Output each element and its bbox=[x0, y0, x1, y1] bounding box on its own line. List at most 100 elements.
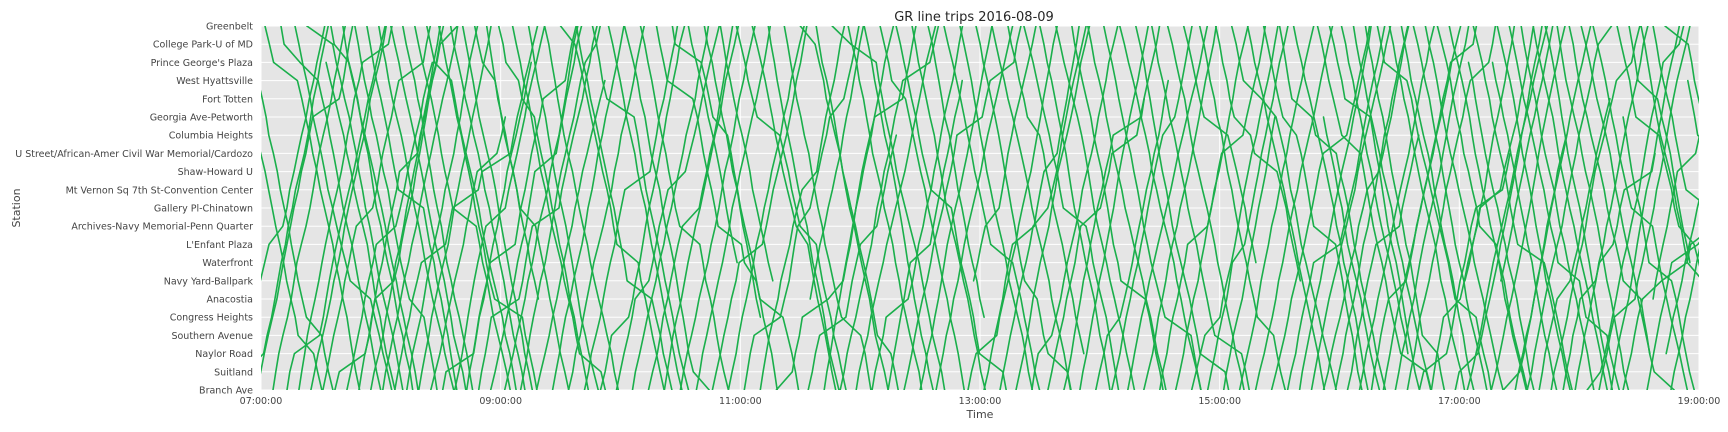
trip-line bbox=[743, 26, 860, 390]
trip-line bbox=[567, 26, 646, 390]
trip-line bbox=[583, 26, 679, 390]
trip-line bbox=[575, 26, 673, 390]
trip-line bbox=[1652, 134, 1699, 300]
trip-line bbox=[1406, 26, 1497, 390]
trip-line bbox=[655, 26, 779, 390]
trip-line bbox=[1270, 26, 1371, 390]
y-tick-label: Fort Totten bbox=[202, 94, 253, 105]
trip-line bbox=[1358, 26, 1435, 390]
y-tick-label: West Hyattsville bbox=[176, 76, 253, 87]
trip-line bbox=[809, 26, 865, 300]
trip-line bbox=[1007, 26, 1085, 355]
trip-line bbox=[1376, 26, 1492, 390]
chart-title: GR line trips 2016-08-09 bbox=[894, 10, 1054, 25]
trip-line bbox=[437, 26, 538, 390]
trip-line bbox=[1640, 26, 1699, 278]
y-tick-label: Naylor Road bbox=[195, 349, 253, 360]
trip-line bbox=[823, 26, 895, 390]
trip-line bbox=[1047, 26, 1161, 390]
trip-line bbox=[1382, 26, 1462, 390]
trip-line bbox=[935, 26, 1014, 390]
trip-line bbox=[1316, 26, 1432, 390]
trip-line bbox=[1352, 26, 1432, 390]
trip-line bbox=[839, 26, 940, 390]
trip-line bbox=[1063, 98, 1145, 390]
y-tick-label: Branch Ave bbox=[199, 386, 253, 397]
trip-line bbox=[807, 134, 898, 390]
trip-line bbox=[1664, 26, 1699, 105]
trip-line bbox=[286, 26, 386, 390]
trip-line bbox=[972, 26, 1037, 282]
trip-line bbox=[1610, 26, 1681, 390]
trip-line bbox=[871, 26, 964, 390]
trip-line bbox=[1111, 26, 1193, 390]
trip-line bbox=[663, 26, 740, 390]
trip-line bbox=[1039, 26, 1111, 390]
x-tick-labels: 07:00:00 09:00:00 11:00:00 13:00:00 15:00:00… bbox=[240, 396, 1721, 407]
trip-line bbox=[879, 26, 966, 390]
trip-line bbox=[1665, 197, 1699, 355]
trip-line bbox=[1334, 26, 1409, 390]
y-tick-label: Anacostia bbox=[206, 295, 253, 306]
trip-line bbox=[1526, 26, 1613, 390]
trip-line bbox=[1532, 26, 1608, 390]
trip-line bbox=[1586, 26, 1685, 390]
trip-line bbox=[1055, 26, 1136, 390]
y-tick-label: College Park-U of MD bbox=[153, 40, 253, 51]
trip-line bbox=[1174, 26, 1249, 390]
trip-line bbox=[1652, 26, 1699, 202]
trip-line bbox=[1500, 26, 1554, 282]
trip-line bbox=[863, 26, 934, 390]
trip-line bbox=[369, 26, 442, 390]
y-tick-label: L'Enfant Plaza bbox=[186, 240, 253, 251]
trip-line bbox=[1298, 26, 1372, 390]
trip-line bbox=[1095, 79, 1169, 390]
y-tick-label: Congress Heights bbox=[170, 313, 253, 324]
trip-line bbox=[647, 26, 734, 390]
trip-line bbox=[511, 26, 607, 390]
trip-line bbox=[759, 26, 846, 390]
trip-line bbox=[261, 26, 326, 282]
trip-line bbox=[485, 26, 540, 300]
trip-line bbox=[1071, 26, 1164, 390]
trip-line bbox=[389, 26, 467, 390]
trip-line bbox=[1340, 26, 1409, 355]
trip-line bbox=[401, 26, 474, 390]
trip-line bbox=[1310, 26, 1392, 390]
trip-line bbox=[1622, 236, 1699, 390]
trip-line bbox=[607, 26, 683, 390]
y-tick-label: U Street/African-Amer Civil War Memorial… bbox=[15, 149, 253, 160]
y-tick-label: Columbia Heights bbox=[169, 131, 253, 142]
trip-line bbox=[1023, 26, 1120, 390]
trip-line bbox=[1464, 26, 1535, 282]
trip-line bbox=[322, 26, 432, 390]
trip-line bbox=[599, 26, 686, 390]
trip-line bbox=[991, 26, 1072, 390]
trip-line bbox=[1574, 26, 1649, 390]
trip-line bbox=[377, 26, 455, 390]
trip-line bbox=[1015, 26, 1091, 390]
trip-line bbox=[895, 26, 1008, 390]
trip-line bbox=[615, 26, 721, 390]
trip-line bbox=[1190, 26, 1279, 390]
x-tick-label: 15:00:00 bbox=[1198, 396, 1241, 407]
trip-line bbox=[799, 26, 889, 390]
trip-line bbox=[272, 26, 347, 390]
trip-line bbox=[911, 26, 987, 390]
trip-line bbox=[1556, 26, 1630, 390]
trip-line bbox=[1322, 26, 1410, 390]
trip-line bbox=[815, 26, 900, 390]
x-axis-label: Time bbox=[966, 408, 994, 421]
trip-line bbox=[449, 26, 526, 390]
trip-line bbox=[751, 26, 837, 390]
y-tick-label: Archives-Navy Memorial-Penn Quarter bbox=[71, 222, 253, 233]
trip-line bbox=[1151, 26, 1250, 390]
y-axis-label: Station bbox=[10, 188, 23, 227]
x-tick-label: 17:00:00 bbox=[1438, 396, 1481, 407]
trip-line bbox=[1687, 79, 1699, 138]
y-tick-label: Prince George's Plaza bbox=[151, 58, 253, 69]
trip-line bbox=[465, 61, 533, 390]
trip-line bbox=[393, 26, 539, 390]
trip-line bbox=[261, 26, 354, 375]
trip-line bbox=[1254, 26, 1334, 390]
